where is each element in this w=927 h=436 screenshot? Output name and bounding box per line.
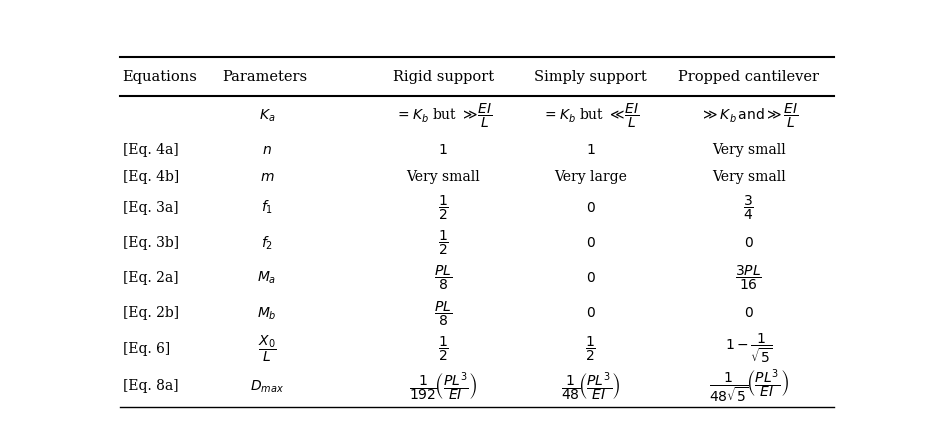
Text: [Eq. 8a]: [Eq. 8a] [123, 379, 179, 393]
Text: $\dfrac{3PL}{16}$: $\dfrac{3PL}{16}$ [734, 264, 762, 292]
Text: $K_a$: $K_a$ [259, 108, 275, 124]
Text: $\gg K_b\,\mathrm{and}\gg\dfrac{EI}{L}$: $\gg K_b\,\mathrm{and}\gg\dfrac{EI}{L}$ [699, 102, 797, 130]
Text: Very small: Very small [711, 143, 785, 157]
Text: $f_2$: $f_2$ [260, 234, 273, 252]
Text: $0$: $0$ [585, 271, 595, 285]
Text: [Eq. 4a]: [Eq. 4a] [123, 143, 179, 157]
Text: $\dfrac{1}{2}$: $\dfrac{1}{2}$ [438, 194, 448, 222]
Text: $1 - \dfrac{1}{\sqrt{5}}$: $1 - \dfrac{1}{\sqrt{5}}$ [724, 332, 772, 365]
Text: Very small: Very small [406, 170, 479, 184]
Text: $\dfrac{1}{2}$: $\dfrac{1}{2}$ [438, 228, 448, 257]
Text: Parameters: Parameters [222, 70, 307, 84]
Text: $\dfrac{1}{2}$: $\dfrac{1}{2}$ [438, 334, 448, 363]
Text: $0$: $0$ [743, 307, 753, 320]
Text: $f_1$: $f_1$ [260, 199, 273, 216]
Text: $1$: $1$ [585, 143, 595, 157]
Text: $\dfrac{1}{192}\!\left(\dfrac{PL^3}{EI}\right)$: $\dfrac{1}{192}\!\left(\dfrac{PL^3}{EI}\… [409, 370, 476, 403]
Text: $0$: $0$ [585, 236, 595, 250]
Text: $1$: $1$ [438, 143, 448, 157]
Text: Rigid support: Rigid support [392, 70, 493, 84]
Text: $0$: $0$ [743, 236, 753, 250]
Text: $\dfrac{1}{48}\!\left(\dfrac{PL^3}{EI}\right)$: $\dfrac{1}{48}\!\left(\dfrac{PL^3}{EI}\r… [560, 370, 620, 403]
Text: Simply support: Simply support [534, 70, 646, 84]
Text: $\dfrac{3}{4}$: $\dfrac{3}{4}$ [743, 194, 754, 222]
Text: [Eq. 4b]: [Eq. 4b] [123, 170, 179, 184]
Text: [Eq. 2b]: [Eq. 2b] [123, 307, 179, 320]
Text: $\dfrac{1}{48\sqrt{5}}\!\left(\dfrac{PL^3}{EI}\right)$: $\dfrac{1}{48\sqrt{5}}\!\left(\dfrac{PL^… [708, 368, 788, 405]
Text: [Eq. 3b]: [Eq. 3b] [123, 236, 179, 250]
Text: $\dfrac{PL}{8}$: $\dfrac{PL}{8}$ [434, 299, 451, 327]
Text: $m$: $m$ [260, 170, 274, 184]
Text: $0$: $0$ [585, 307, 595, 320]
Text: $\dfrac{X_0}{L}$: $\dfrac{X_0}{L}$ [258, 333, 276, 364]
Text: $0$: $0$ [585, 201, 595, 215]
Text: $\dfrac{1}{2}$: $\dfrac{1}{2}$ [585, 334, 595, 363]
Text: $M_b$: $M_b$ [257, 305, 276, 321]
Text: $= K_b$ but $\gg\!\dfrac{EI}{L}$: $= K_b$ but $\gg\!\dfrac{EI}{L}$ [394, 102, 491, 130]
Text: $= K_b$ but $\ll\!\dfrac{EI}{L}$: $= K_b$ but $\ll\!\dfrac{EI}{L}$ [541, 102, 639, 130]
Text: $D_{max}$: $D_{max}$ [249, 378, 284, 395]
Text: $\dfrac{PL}{8}$: $\dfrac{PL}{8}$ [434, 264, 451, 292]
Text: [Eq. 6]: [Eq. 6] [123, 341, 171, 356]
Text: $n$: $n$ [261, 143, 272, 157]
Text: Equations: Equations [121, 70, 197, 84]
Text: Very small: Very small [711, 170, 785, 184]
Text: [Eq. 3a]: [Eq. 3a] [123, 201, 179, 215]
Text: $M_a$: $M_a$ [257, 270, 276, 286]
Text: [Eq. 2a]: [Eq. 2a] [123, 271, 179, 285]
Text: Very large: Very large [553, 170, 627, 184]
Text: Propped cantilever: Propped cantilever [678, 70, 819, 84]
